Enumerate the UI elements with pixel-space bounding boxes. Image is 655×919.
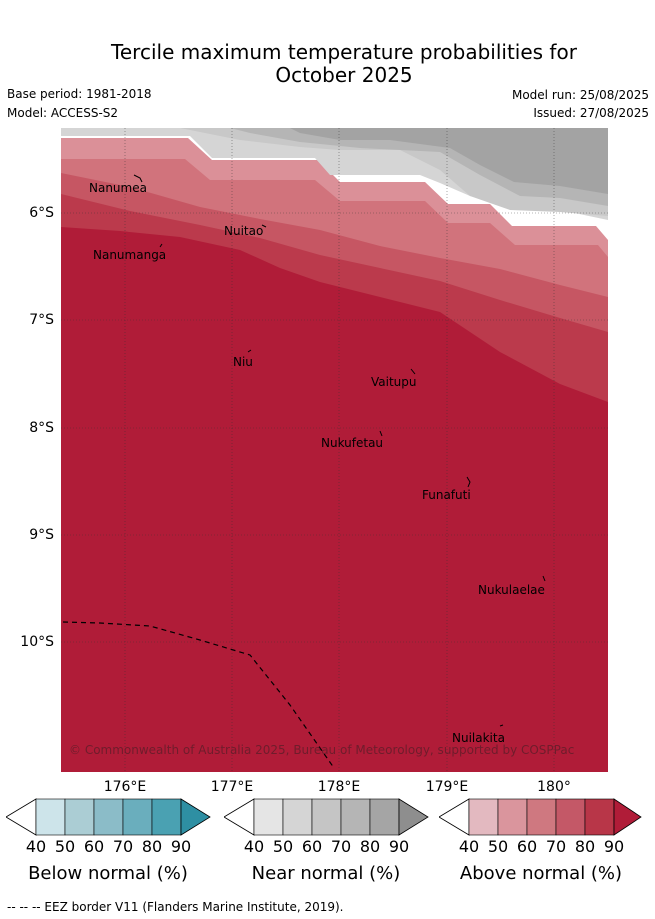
island-outlines [133,174,546,727]
colorbar-segment [555,798,586,836]
place-label: Nukufetau [321,436,384,450]
colorbar-tick: 50 [487,837,509,856]
colorbar-tick: 50 [272,837,294,856]
colorbar-tick: 70 [545,837,567,856]
lat-label: 6°S [29,205,54,221]
colorbar-near-normal [224,798,429,836]
colorbar-tick: 40 [25,837,47,856]
title-line-2: October 2025 [275,63,413,87]
colorbar-label: Below normal (%) [28,863,188,884]
colorbar-extend-high [613,798,642,836]
colorbar-above-normal [439,798,642,836]
area-near-80 [290,128,608,194]
place-label: Nanumea [89,181,147,195]
model-run: Model run: 25/08/2025 [511,88,649,102]
colorbar-tick: 80 [359,837,381,856]
colorbar-tick: 40 [243,837,265,856]
place-label: Nukulaelae [478,583,545,597]
lat-label: 9°S [29,527,54,543]
lon-label: 176°E [103,779,147,795]
colorbar-tick: 40 [458,837,480,856]
copyright-notice: © Commonwealth of Australia 2025, Bureau… [69,743,575,757]
colorbar-segment [526,798,557,836]
colorbar-tick: 60 [301,837,323,856]
colorbar-segment [468,798,499,836]
colorbar-tick: 60 [83,837,105,856]
map-title: Tercile maximum temperature probabilitie… [0,41,655,87]
colorbar-segment [151,798,182,836]
colorbar-tick: 90 [388,837,410,856]
place-label: Nanumanga [93,248,167,262]
colorbar-tick: 80 [141,837,163,856]
colorbar-tick: 90 [170,837,192,856]
colorbar-tick: 90 [603,837,625,856]
colorbar-extend-low [224,798,255,836]
lon-label: 178°E [317,779,361,795]
colorbar-tick: 60 [516,837,538,856]
eez-footnote: -- -- -- EEZ border V11 (Flanders Marine… [7,900,344,914]
eez-border [62,621,335,769]
colorbar-extend-high [180,798,211,836]
colorbar-extend-high [398,798,429,836]
lon-label: 177°E [210,779,254,795]
place-label: Niu [233,355,253,369]
colorbar-segment [35,798,66,836]
place-label: Nuitao [224,224,264,238]
colorbar-tick: 70 [112,837,134,856]
colorbar-below-normal [6,798,211,836]
colorbar-extend-low [6,798,37,836]
place-label: Funafuti [422,488,471,502]
grid [61,128,608,772]
colorbar-tick: 80 [574,837,596,856]
base-period: Base period: 1981-2018 [7,87,152,101]
colorbar-label: Near normal (%) [251,863,401,884]
colorbar-segment [282,798,313,836]
place-label: Nuilakita [452,731,505,745]
colorbar-segment [369,798,400,836]
lat-label: 7°S [29,312,54,328]
colorbar-segment [122,798,153,836]
lat-label: 8°S [29,420,54,436]
colorbar-segment [311,798,342,836]
colorbar-segment [497,798,528,836]
colorbar-tick: 70 [330,837,352,856]
colorbar-tick: 50 [54,837,76,856]
colorbar-segment [584,798,615,836]
colorbar-segment [340,798,371,836]
probability-map [61,128,608,772]
place-label: Vaitupu [371,375,417,389]
lon-label: 179°E [425,779,469,795]
model-name: Model: ACCESS-S2 [7,106,119,120]
colorbar-label: Above normal (%) [459,863,623,884]
colorbar-segment [253,798,284,836]
title-line-1: Tercile maximum temperature probabilitie… [111,40,577,64]
lat-label: 10°S [20,634,54,650]
colorbar-segment [64,798,95,836]
colorbar-segment [93,798,124,836]
colorbar-extend-low [439,798,470,836]
issued-date: Issued: 27/08/2025 [533,106,649,120]
lon-label: 180° [537,779,571,795]
